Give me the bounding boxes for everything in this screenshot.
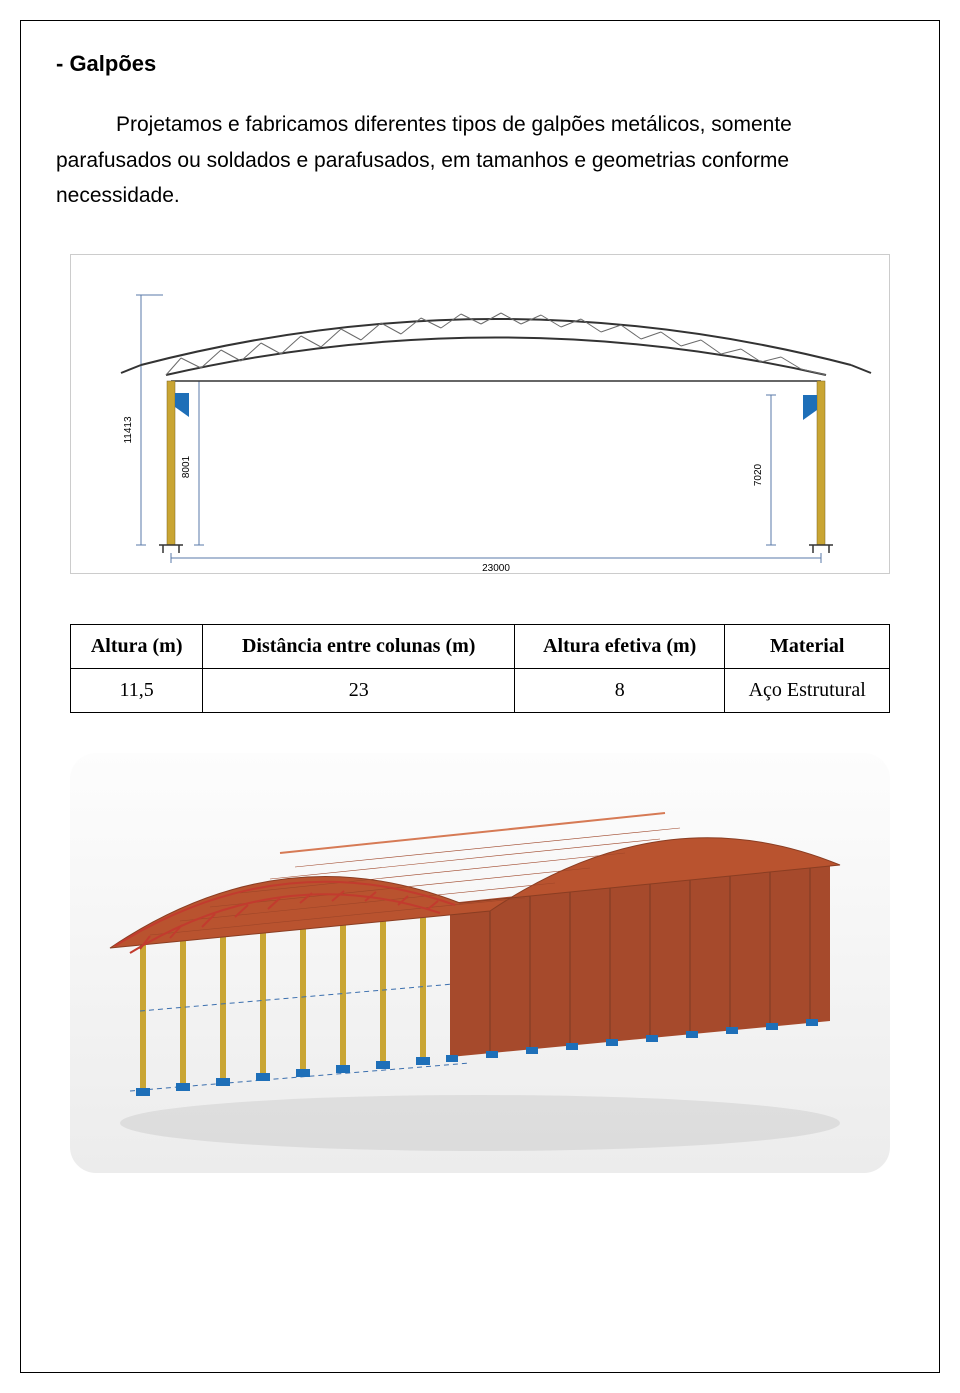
table-row: 11,5 23 8 Aço Estrutural — [71, 669, 890, 713]
col-altura: Altura (m) — [71, 625, 203, 669]
table-header-row: Altura (m) Distância entre colunas (m) A… — [71, 625, 890, 669]
cell-efetiva: 8 — [515, 669, 725, 713]
elevation-svg: 11413 8001 7020 23000 — [71, 255, 891, 575]
cell-distancia: 23 — [203, 669, 515, 713]
dim-span: 23000 — [482, 563, 510, 574]
left-bracket — [175, 393, 189, 417]
page-frame: - Galpões Projetamos e fabricamos difere… — [20, 20, 940, 1373]
left-column — [167, 381, 175, 545]
cell-material: Aço Estrutural — [725, 669, 890, 713]
right-column — [817, 381, 825, 545]
dim-right-column: 7020 — [753, 464, 764, 487]
cell-altura: 11,5 — [71, 669, 203, 713]
col-efetiva: Altura efetiva (m) — [515, 625, 725, 669]
body-paragraph: Projetamos e fabricamos diferentes tipos… — [56, 107, 904, 214]
right-bracket — [803, 395, 817, 420]
left-base — [159, 545, 183, 553]
right-base — [809, 545, 833, 553]
building-3d-render — [70, 753, 890, 1173]
elevation-diagram: 11413 8001 7020 23000 — [70, 254, 890, 574]
dim-total-height: 11413 — [123, 416, 134, 444]
section-heading: - Galpões — [56, 51, 904, 77]
floor-shadow — [120, 1095, 840, 1151]
dim-left-column: 8001 — [181, 456, 192, 479]
render-svg — [70, 753, 890, 1173]
roof-bottom-chord — [166, 338, 826, 376]
col-material: Material — [725, 625, 890, 669]
truss-web — [166, 313, 826, 375]
spec-table: Altura (m) Distância entre colunas (m) A… — [70, 624, 890, 713]
col-distancia: Distância entre colunas (m) — [203, 625, 515, 669]
